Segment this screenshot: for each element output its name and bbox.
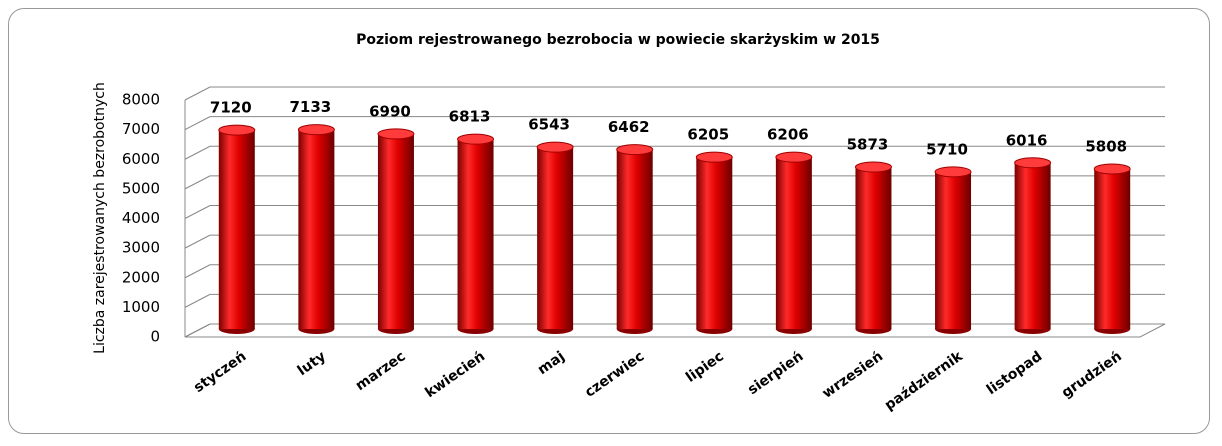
bar-cap: [616, 144, 654, 156]
value-label: 5873: [847, 136, 889, 154]
bar: [537, 147, 574, 329]
x-tick-label: grudzień: [1059, 348, 1125, 401]
x-tick-label: sierpień: [745, 348, 806, 398]
grid-line-side: [184, 323, 211, 338]
x-tick-label: luty: [295, 348, 329, 379]
bar-cap: [218, 124, 256, 136]
bar: [298, 129, 335, 329]
bar-cap: [934, 166, 972, 178]
bar-cap: [1093, 163, 1131, 175]
x-tick-label: wrzesień: [819, 348, 886, 401]
value-label: 6016: [1006, 131, 1048, 149]
bar: [935, 171, 972, 329]
value-label: 6990: [369, 102, 411, 120]
y-tick-label: 3000: [122, 239, 160, 257]
y-tick-label: 6000: [122, 150, 160, 168]
x-tick-label: październik: [882, 348, 966, 414]
grid-line-side: [184, 175, 211, 190]
value-label: 6462: [608, 118, 650, 136]
x-tick-label: lipiec: [683, 348, 727, 385]
chart-title: Poziom rejestrowanego bezrobocia w powie…: [356, 32, 880, 48]
grid-line-side: [184, 145, 211, 160]
y-tick-label: 1000: [122, 298, 160, 316]
x-tick-label: styczeń: [191, 348, 249, 396]
bar: [457, 139, 494, 329]
grid-line-side: [184, 264, 211, 279]
bar-cap: [775, 151, 813, 163]
y-axis-label: Liczba zarejestrowanych bezrobotnych: [92, 82, 108, 354]
x-tick-label: listopad: [984, 348, 1045, 398]
bar-cap: [377, 128, 415, 140]
grid-line-side: [184, 293, 211, 308]
bar-cap: [854, 161, 892, 173]
grid-line-side: [184, 116, 211, 131]
bar: [616, 149, 653, 329]
value-label: 7120: [210, 99, 252, 117]
bar: [1094, 168, 1131, 329]
grid-line-side: [184, 234, 211, 249]
grid-line-side: [184, 205, 211, 219]
value-label: 6543: [528, 116, 570, 134]
bar: [218, 130, 255, 329]
value-label: 5710: [926, 140, 968, 158]
bar: [377, 133, 414, 329]
y-tick-label: 8000: [122, 91, 160, 109]
value-label: 5808: [1085, 137, 1127, 155]
bar-cap: [457, 133, 495, 145]
x-tick-label: czerwiec: [582, 348, 647, 400]
bar: [1014, 162, 1051, 329]
y-tick-label: 0: [150, 328, 160, 346]
bar: [696, 157, 733, 329]
value-label: 6813: [449, 108, 491, 126]
bar-cap: [695, 151, 733, 163]
y-tick-label: 5000: [122, 179, 160, 197]
value-label: 6205: [687, 126, 729, 144]
grid-line-side: [184, 86, 211, 101]
bar: [775, 157, 812, 329]
bar: [855, 167, 892, 329]
value-label: 6206: [767, 126, 809, 144]
value-label: 7133: [290, 98, 332, 116]
x-tick-label: maj: [535, 348, 568, 378]
x-tick-label: kwiecień: [422, 348, 488, 401]
bar-cap: [297, 124, 335, 136]
bar-cap: [1014, 157, 1052, 169]
x-tick-label: marzec: [353, 348, 409, 394]
y-tick-label: 4000: [122, 209, 160, 227]
bar-cap: [536, 141, 574, 153]
y-tick-label: 7000: [122, 120, 160, 138]
y-tick-label: 2000: [122, 268, 160, 286]
chart-frame: [8, 8, 1210, 434]
